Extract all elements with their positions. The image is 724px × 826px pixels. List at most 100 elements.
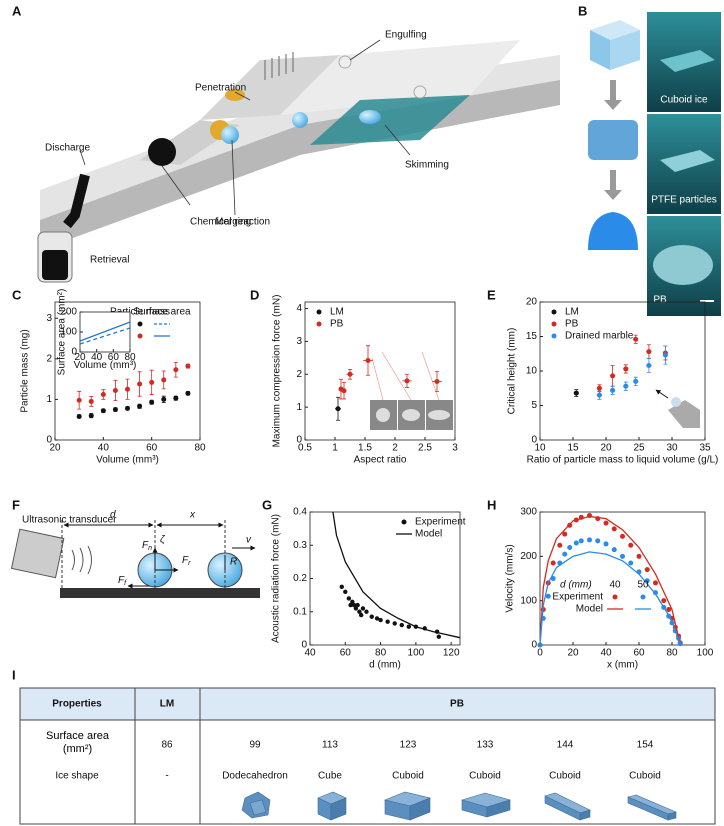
data-point bbox=[611, 547, 617, 553]
panel-label: G bbox=[262, 497, 272, 512]
x-tick-label: 15 bbox=[567, 443, 579, 454]
data-point bbox=[161, 396, 167, 402]
y-tick-label: 4 bbox=[296, 303, 302, 314]
force-label: Ff bbox=[118, 575, 127, 587]
panel-label: C bbox=[12, 287, 22, 302]
data-point bbox=[623, 366, 629, 372]
annotation: Engulfing bbox=[385, 30, 427, 41]
x-axis-label: Ratio of particle mass to liquid volume … bbox=[527, 454, 719, 465]
y-axis-label: Particle mass (mg) bbox=[20, 329, 31, 412]
y-tick-label: 2 bbox=[296, 369, 302, 380]
table-cell: 113 bbox=[322, 740, 338, 751]
x-tick-label: 2 bbox=[392, 443, 398, 454]
table-cell-wrap: Surface area (mm²) bbox=[46, 730, 109, 755]
panel-label: D bbox=[250, 287, 259, 302]
x-tick-label: 20 bbox=[74, 352, 86, 363]
annotation: d bbox=[110, 510, 116, 521]
data-point bbox=[646, 349, 652, 355]
legend-marker bbox=[137, 321, 143, 327]
table-cell: 123 bbox=[400, 740, 417, 751]
x-tick-label: 35 bbox=[699, 443, 711, 454]
legend-marker bbox=[401, 519, 407, 525]
x-tick-label: 20 bbox=[49, 443, 61, 454]
data-point bbox=[596, 392, 602, 398]
table-cell: Cuboid bbox=[629, 771, 661, 782]
data-point bbox=[603, 541, 609, 547]
annotation: Chemical reaction bbox=[190, 217, 270, 228]
legend-column: Surface area bbox=[133, 307, 191, 318]
data-point bbox=[161, 377, 167, 383]
force-subscript: f bbox=[124, 580, 127, 587]
x-tick-label: 40 bbox=[600, 648, 612, 659]
legend-label: LM bbox=[565, 307, 579, 318]
annotation: PB bbox=[653, 295, 667, 306]
panel-label: I bbox=[12, 667, 16, 682]
legend-marker bbox=[137, 333, 143, 339]
x-tick-label: 1 bbox=[332, 443, 338, 454]
plot-frame bbox=[539, 511, 706, 646]
legend-marker bbox=[612, 594, 618, 600]
data-point bbox=[346, 596, 352, 601]
table-header: LM bbox=[160, 699, 174, 710]
table-cell: Surface area (mm²) bbox=[46, 730, 109, 755]
y-tick-label: 200 bbox=[60, 307, 77, 318]
x-tick-label: 10 bbox=[534, 443, 546, 454]
x-tick-label: 25 bbox=[633, 443, 645, 454]
data-point bbox=[335, 406, 341, 412]
panel-label: B bbox=[578, 3, 587, 18]
table-cell: Cuboid bbox=[549, 771, 581, 782]
panel-label: E bbox=[487, 287, 496, 302]
legend-label: PB bbox=[565, 319, 579, 330]
table-cell: Cuboid bbox=[392, 771, 424, 782]
data-point bbox=[348, 602, 353, 608]
data-point bbox=[385, 619, 390, 624]
y-axis-label: Surface area (mm²) bbox=[57, 289, 68, 376]
legend-label: Drained marble bbox=[565, 331, 634, 342]
data-point bbox=[666, 607, 672, 613]
data-point bbox=[351, 602, 357, 608]
force-subscript: r bbox=[188, 560, 191, 567]
x-tick-label: 100 bbox=[697, 648, 714, 659]
y-tick-label: 0 bbox=[301, 640, 307, 651]
data-point bbox=[662, 352, 668, 358]
x-tick-label: 80 bbox=[124, 352, 136, 363]
x-tick-label: 80 bbox=[375, 648, 387, 659]
y-tick-label: 200 bbox=[520, 551, 537, 562]
data-point bbox=[364, 609, 369, 614]
y-axis-label: Maximum compression force (mN) bbox=[272, 295, 283, 448]
data-point bbox=[360, 606, 366, 611]
panel-label: F bbox=[12, 497, 20, 512]
x-axis-label: x (mm) bbox=[607, 659, 638, 670]
series-line bbox=[539, 515, 681, 646]
data-point bbox=[562, 531, 568, 537]
y-tick-label: 0 bbox=[531, 640, 537, 651]
table-cell: Cube bbox=[318, 771, 342, 782]
series-line bbox=[79, 327, 131, 345]
y-tick-label: 2 bbox=[46, 353, 52, 364]
x-tick-label: 60 bbox=[146, 443, 158, 454]
x-tick-label: 1.5 bbox=[358, 443, 372, 454]
plot-frame bbox=[304, 301, 456, 441]
table-cell: 99 bbox=[249, 740, 261, 751]
annotation: Skimming bbox=[405, 160, 449, 171]
y-axis-label: Acoustic radiation force (mN) bbox=[271, 514, 282, 643]
data-point bbox=[595, 538, 601, 544]
legend-column: 50 bbox=[637, 580, 649, 591]
annotation: Retrieval bbox=[90, 255, 129, 266]
data-point bbox=[587, 537, 592, 543]
y-tick-label: 1 bbox=[46, 394, 52, 405]
data-point bbox=[76, 413, 82, 419]
data-point bbox=[137, 381, 143, 387]
data-point bbox=[628, 560, 634, 566]
data-point bbox=[436, 634, 442, 639]
y-tick-label: 0.2 bbox=[293, 573, 307, 584]
force-symbol: F bbox=[142, 540, 149, 551]
x-axis-label: d (mm) bbox=[369, 659, 401, 670]
data-point bbox=[350, 599, 355, 604]
legend-marker bbox=[316, 309, 322, 315]
data-point bbox=[365, 357, 371, 363]
table-cell: Ice shape bbox=[55, 771, 99, 782]
data-point bbox=[88, 398, 94, 404]
legend-label: Experiment bbox=[552, 592, 603, 603]
data-point bbox=[76, 397, 82, 403]
